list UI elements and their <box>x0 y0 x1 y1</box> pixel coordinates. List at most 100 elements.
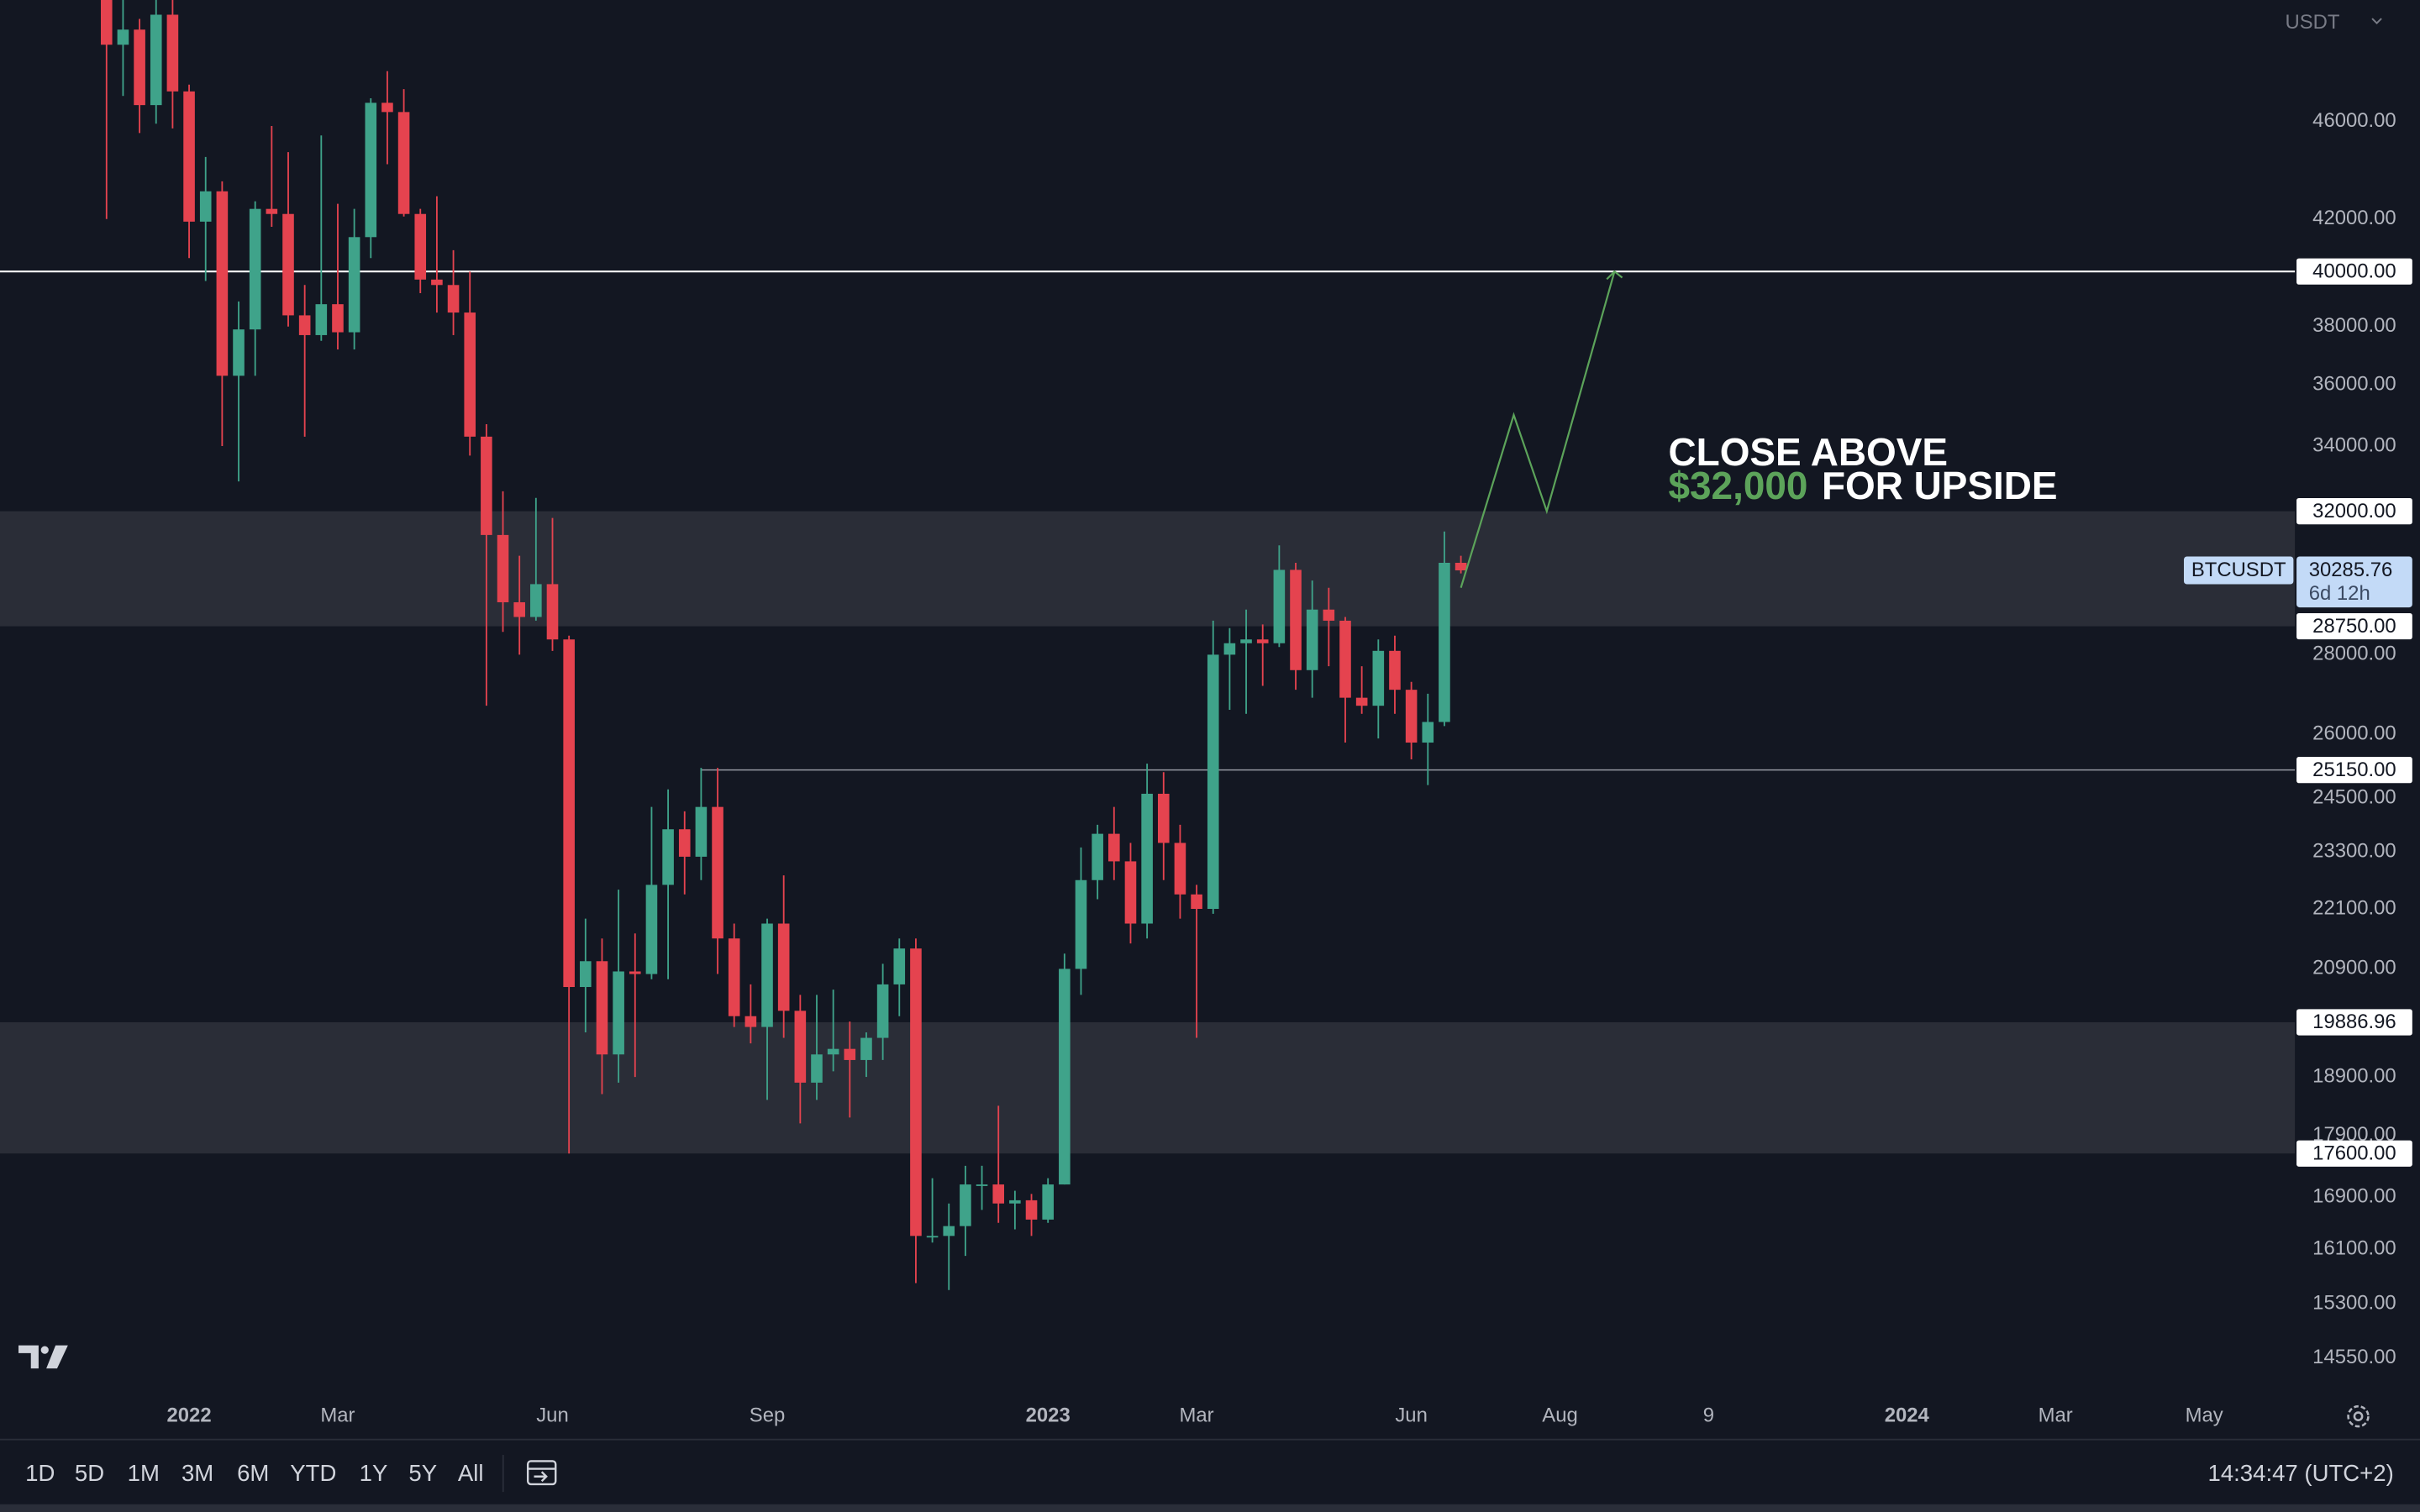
candle-body <box>1223 643 1236 655</box>
candle-body <box>117 29 129 45</box>
price-box <box>2296 1009 2412 1036</box>
projection-path <box>1460 270 1616 589</box>
y-tick-label: 34000.00 <box>2312 433 2396 456</box>
price-box <box>2296 1140 2412 1167</box>
price-box-label: 19886.96 <box>2312 1011 2396 1033</box>
candle-body <box>794 1011 807 1083</box>
y-tick-label: 28000.00 <box>2312 643 2396 665</box>
y-tick-label: 36000.00 <box>2312 372 2396 395</box>
candle-body <box>315 304 328 335</box>
x-tick-label: Mar <box>1180 1404 1214 1426</box>
x-tick-label: Sep <box>750 1404 785 1426</box>
symbol-tag <box>2183 556 2294 585</box>
candle-body <box>1092 833 1103 880</box>
price-axis: 46000.00 42000.00 38000.00 36000.00 34000.00… <box>2296 109 2412 1368</box>
candle-body <box>744 1016 757 1027</box>
candle-body <box>546 584 559 640</box>
candle-body <box>860 1037 872 1060</box>
candle-body <box>1306 609 1318 670</box>
candle-body <box>645 885 658 974</box>
candle-body <box>943 1226 955 1236</box>
candle-body <box>613 971 624 1055</box>
settings-gear[interactable] <box>2347 1404 2370 1428</box>
candle-body <box>1422 722 1434 743</box>
range-button[interactable]: 5Y <box>408 1460 437 1486</box>
annotation-highlight: $32,000 <box>1669 464 1808 507</box>
candle-body <box>414 213 427 280</box>
range-button[interactable]: YTD <box>290 1460 336 1486</box>
candle-body <box>481 436 492 535</box>
candle-body <box>662 829 674 885</box>
candle-body <box>926 1236 939 1238</box>
tradingview-logo <box>18 1345 68 1369</box>
candle-body <box>596 961 608 1055</box>
y-tick-label: 38000.00 <box>2312 314 2396 337</box>
candle-body <box>150 14 162 106</box>
candle-body <box>282 213 294 316</box>
candle-body <box>497 534 509 602</box>
zone <box>0 511 2296 627</box>
candle-body <box>761 923 773 1027</box>
candle-body <box>1124 861 1137 924</box>
x-tick-label: 2024 <box>1885 1404 1930 1426</box>
candle-body <box>1174 843 1186 895</box>
currency-chevron[interactable] <box>2371 18 2382 24</box>
candle-body <box>1059 969 1071 1185</box>
date-range-button[interactable] <box>526 1460 557 1486</box>
candle-body <box>183 91 195 222</box>
y-tick-label: 15300.00 <box>2312 1292 2396 1315</box>
range-button[interactable]: 6M <box>237 1460 269 1486</box>
clock[interactable]: 14:34:47 (UTC+2) <box>2208 1460 2394 1486</box>
annotation-text: FOR UPSIDE <box>1822 464 2058 507</box>
candle-body <box>447 285 460 313</box>
annotation-line: CLOSE ABOVE <box>1669 430 1948 474</box>
candle-body <box>728 938 740 1016</box>
candle-body <box>1339 620 1351 698</box>
price-box-label: 17600.00 <box>2312 1142 2396 1164</box>
range-button[interactable]: 3M <box>182 1460 213 1486</box>
price-box <box>2296 612 2412 640</box>
candle-body <box>365 102 377 238</box>
candle-body <box>678 829 691 857</box>
y-tick-label: 20900.00 <box>2312 957 2396 979</box>
candle-body <box>530 584 542 617</box>
candle-body <box>1157 793 1170 843</box>
candle-body <box>397 112 410 214</box>
x-tick-label: 2022 <box>167 1404 212 1426</box>
candle-body <box>513 601 525 617</box>
range-button[interactable]: 1D <box>25 1460 55 1486</box>
candle-body <box>712 806 723 939</box>
candle-body <box>266 208 278 214</box>
candle-body <box>381 102 393 113</box>
candle-body <box>960 1184 971 1226</box>
range-button[interactable]: 1M <box>128 1460 160 1486</box>
candle-body <box>464 312 476 437</box>
candle-body <box>1075 879 1087 969</box>
currency-label[interactable]: USDT <box>2286 11 2340 34</box>
candle-body <box>811 1054 823 1083</box>
candle-body <box>1323 609 1335 621</box>
y-tick-label: 26000.00 <box>2312 722 2396 744</box>
candle-body <box>216 191 229 376</box>
candle-body <box>1108 833 1120 862</box>
x-tick-label: 2023 <box>1026 1404 1071 1426</box>
candle-body <box>1355 697 1368 706</box>
y-tick-label: 24500.00 <box>2312 785 2396 808</box>
range-button[interactable]: 5D <box>75 1460 104 1486</box>
last-price-box <box>2296 556 2412 608</box>
candle-body <box>976 1184 988 1186</box>
x-tick-label: Mar <box>320 1404 355 1426</box>
bottom-strip <box>0 1504 2420 1512</box>
range-button[interactable]: 1Y <box>360 1460 388 1486</box>
candle-body <box>580 961 592 988</box>
price-box-label: 28750.00 <box>2312 615 2396 638</box>
candle-body <box>249 208 261 330</box>
y-tick-label: 22100.00 <box>2312 896 2396 919</box>
y-tick-label: 18900.00 <box>2312 1064 2396 1087</box>
annotation-line: $32,000 FOR UPSIDE <box>1669 464 2058 507</box>
candle-body <box>1191 894 1202 910</box>
candle-body <box>695 806 708 857</box>
range-button[interactable]: All <box>458 1460 484 1486</box>
price-box <box>2296 258 2412 285</box>
